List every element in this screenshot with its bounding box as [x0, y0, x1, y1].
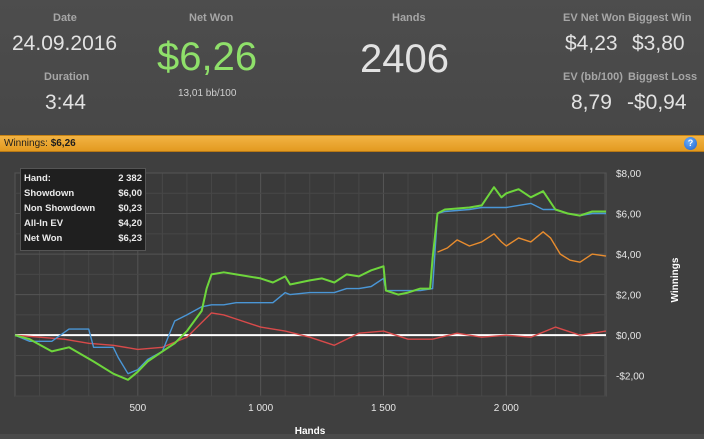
- info-key: Non Showdown: [24, 203, 96, 214]
- net-won-value: $6,26: [157, 35, 258, 79]
- info-value: $6,00: [118, 188, 142, 199]
- series-lines: [14, 186, 607, 381]
- biggest-win-label: Biggest Win: [628, 12, 692, 24]
- y-axis-ticks: $8,00 $6,00 $4,00 $2,00 $0,00 -$2,00: [616, 169, 645, 383]
- y-tick-label: -$2,00: [616, 372, 645, 383]
- biggest-loss-value: -$0,94: [627, 91, 687, 114]
- x-axis-ticks: 500 1 000 1 500 2 000: [129, 403, 519, 414]
- info-row-all-in-ev: All-In EV $4,20: [24, 218, 142, 233]
- series-line-showdown: [14, 202, 606, 375]
- hands-value: 2406: [360, 37, 449, 81]
- biggest-loss-label: Biggest Loss: [628, 71, 698, 83]
- info-row-net-won: Net Won $6,23: [24, 233, 142, 248]
- info-row-hand: Hand: 2 382: [24, 173, 142, 188]
- ev-bb100-value: 8,79: [571, 91, 612, 114]
- hand-info-box: Hand: 2 382 Showdown $6,00 Non Showdown …: [20, 168, 146, 251]
- series-line-all-in-ev: [437, 231, 607, 263]
- y-tick-label: $2,00: [616, 291, 641, 302]
- ev-net-won-value: $4,23: [565, 32, 618, 55]
- hands-label: Hands: [392, 12, 426, 24]
- y-tick-label: $4,00: [616, 250, 641, 261]
- winnings-title-value: $6,26: [50, 138, 76, 149]
- duration-label: Duration: [44, 71, 90, 83]
- x-tick-label: 2 000: [494, 403, 519, 414]
- x-tick-label: 1 000: [248, 403, 273, 414]
- y-axis-label: Winnings: [670, 257, 681, 302]
- info-key: All-In EV: [24, 218, 64, 229]
- ev-bb100-label: EV (bb/100): [563, 71, 623, 83]
- ev-net-won-label: EV Net Won: [563, 12, 626, 24]
- info-value: $0,23: [118, 203, 142, 214]
- date-value: 24.09.2016: [12, 32, 118, 55]
- x-axis-label: Hands: [295, 426, 326, 434]
- series-line-net-won: [14, 186, 606, 381]
- biggest-win-value: $3,80: [632, 32, 685, 55]
- info-value: $6,23: [118, 233, 142, 244]
- series-line-non-showdown: [14, 312, 607, 351]
- duration-value: 3:44: [45, 91, 86, 114]
- info-key: Showdown: [24, 188, 75, 199]
- winnings-title-label: Winnings:: [4, 138, 48, 149]
- info-key: Net Won: [24, 233, 63, 244]
- y-tick-label: $0,00: [616, 331, 641, 342]
- x-tick-label: 500: [129, 403, 146, 414]
- date-label: Date: [53, 12, 77, 24]
- help-icon[interactable]: ?: [684, 137, 697, 150]
- info-value: $4,20: [118, 218, 142, 229]
- y-tick-label: $6,00: [616, 210, 641, 221]
- info-value: 2 382: [118, 173, 142, 184]
- winnings-title-bar: Winnings: $6,26 ?: [0, 135, 704, 152]
- net-won-bb100: 13,01 bb/100: [178, 88, 237, 99]
- winnings-title: Winnings: $6,26: [4, 138, 76, 149]
- info-key: Hand:: [24, 173, 51, 184]
- x-tick-label: 1 500: [371, 403, 396, 414]
- y-tick-label: $8,00: [616, 169, 641, 180]
- info-row-non-showdown: Non Showdown $0,23: [24, 203, 142, 218]
- info-row-showdown: Showdown $6,00: [24, 188, 142, 203]
- session-stats-panel: Date 24.09.2016 Duration 3:44 Net Won $6…: [0, 0, 704, 135]
- net-won-label: Net Won: [189, 12, 234, 24]
